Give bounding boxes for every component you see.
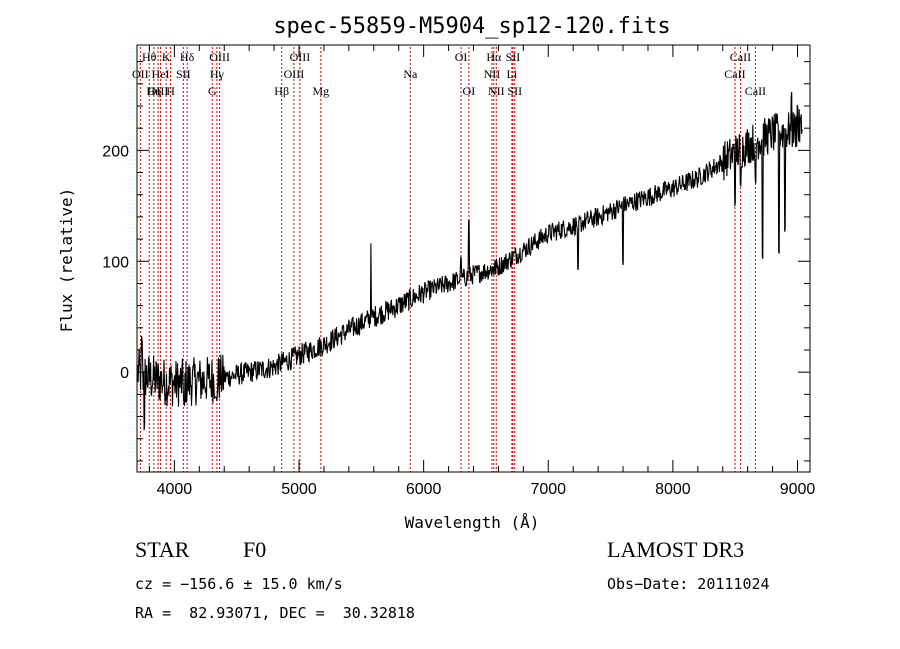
x-tick-label: 5000 xyxy=(281,481,317,498)
line-label: H xyxy=(166,84,175,98)
line-label: K xyxy=(162,50,171,64)
y-tick-label: 200 xyxy=(102,143,129,160)
redshift-label: cz = −156.6 ± 15.0 km/s xyxy=(135,575,343,593)
line-label: OI xyxy=(463,84,476,98)
line-label: SII xyxy=(506,50,521,64)
line-label: OIII xyxy=(148,84,169,98)
survey-label: LAMOST DR3 xyxy=(607,537,745,562)
line-label: CaII xyxy=(730,50,751,64)
spectrum-line xyxy=(137,91,803,431)
line-label: Na xyxy=(403,67,418,81)
x-axis: 4000 5000 6000 7000 8000 9000 xyxy=(148,45,816,498)
y-axis: 0 100 200 xyxy=(102,61,810,462)
line-label: CaII xyxy=(724,67,745,81)
line-label: OIII xyxy=(284,67,305,81)
x-tick-label: 9000 xyxy=(780,481,816,498)
x-tick-label: 6000 xyxy=(406,481,442,498)
line-label: Hγ xyxy=(210,67,225,81)
line-label: G xyxy=(208,84,217,98)
obs-date-label: Obs−Date: 20111024 xyxy=(607,575,770,593)
line-label: HeI xyxy=(152,67,170,81)
line-label: OII xyxy=(132,67,149,81)
line-label: Hα xyxy=(486,50,502,64)
object-subclass: F0 xyxy=(243,537,267,562)
line-label: OIII xyxy=(290,50,311,64)
line-label: OIII xyxy=(209,50,230,64)
x-tick-label: 4000 xyxy=(157,481,193,498)
y-axis-label: Flux (relative) xyxy=(57,188,76,333)
line-label: Hθ xyxy=(142,50,157,64)
line-label: SII xyxy=(507,84,522,98)
line-label: CaII xyxy=(745,84,766,98)
x-axis-label: Wavelength (Å) xyxy=(405,513,540,532)
line-label: OI xyxy=(455,50,468,64)
coordinates-label: RA = 82.93071, DEC = 30.32818 xyxy=(135,604,415,622)
line-label: Mg xyxy=(312,84,329,98)
line-label: Hη xyxy=(146,84,161,98)
x-tick-label: 7000 xyxy=(530,481,566,498)
chart-title: spec-55859-M5904_sp12-120.fits xyxy=(273,14,670,39)
line-label: NII xyxy=(488,84,505,98)
object-class: STAR xyxy=(135,537,190,562)
line-label: Li xyxy=(507,67,518,81)
line-label: Hδ xyxy=(180,50,195,64)
line-label: Hβ xyxy=(274,84,289,98)
line-label: NII xyxy=(484,67,501,81)
y-tick-label: 0 xyxy=(120,365,129,382)
y-tick-label: 100 xyxy=(102,254,129,271)
line-label: SII xyxy=(176,67,191,81)
plot-frame xyxy=(136,44,811,473)
x-tick-label: 8000 xyxy=(655,481,691,498)
line-markers xyxy=(139,47,756,472)
